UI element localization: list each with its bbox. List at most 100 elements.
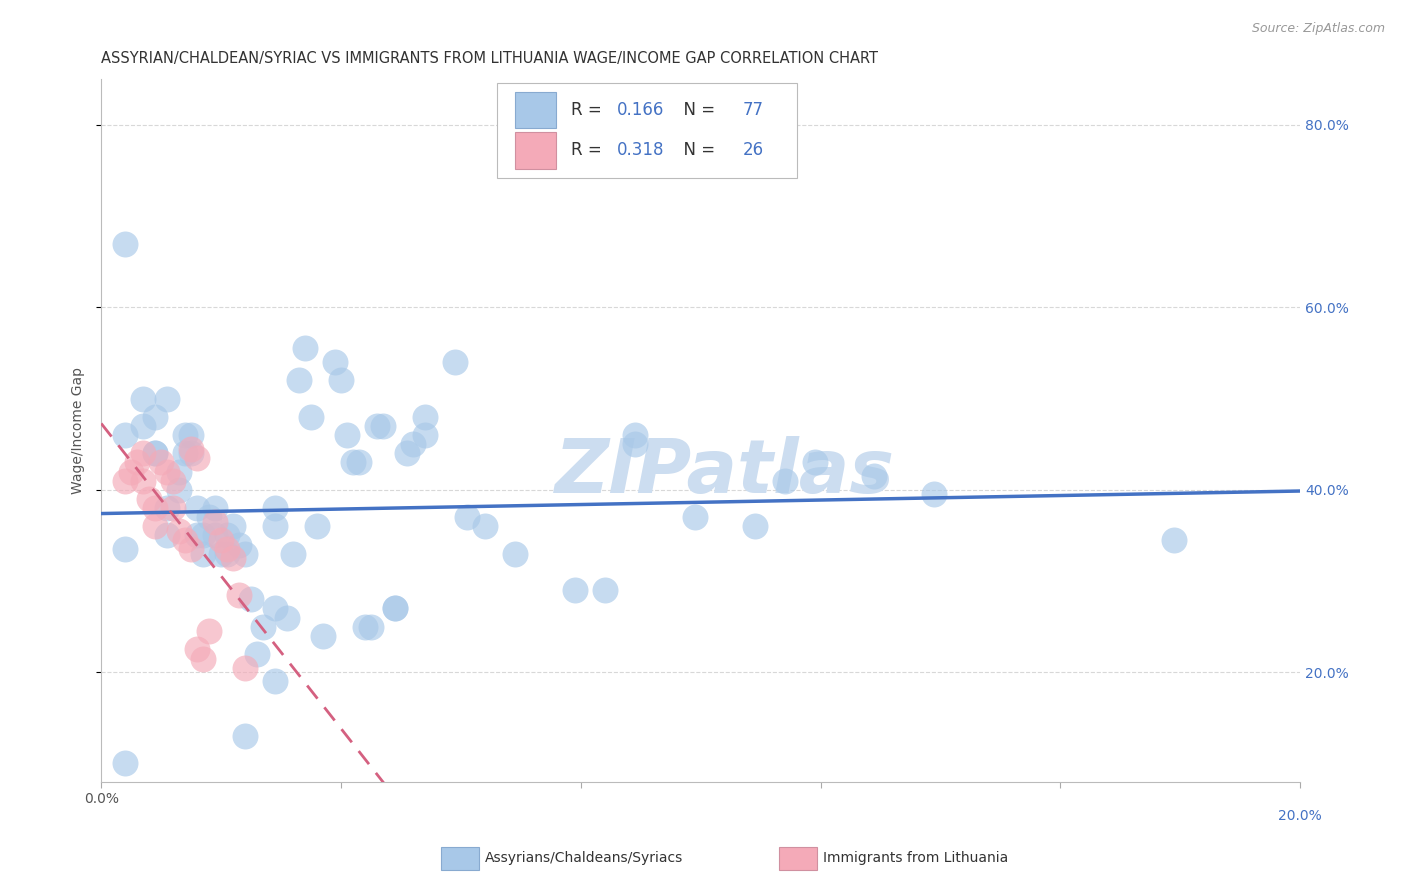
- Point: [384, 601, 406, 615]
- Point: [156, 465, 179, 479]
- Point: [132, 419, 155, 434]
- Point: [444, 355, 467, 369]
- Text: ASSYRIAN/CHALDEAN/SYRIAC VS IMMIGRANTS FROM LITHUANIA WAGE/INCOME GAP CORRELATIO: ASSYRIAN/CHALDEAN/SYRIAC VS IMMIGRANTS F…: [101, 51, 879, 66]
- Point: [209, 533, 232, 547]
- Point: [186, 450, 208, 465]
- Point: [174, 428, 197, 442]
- Point: [299, 409, 322, 424]
- FancyBboxPatch shape: [515, 132, 555, 169]
- Point: [209, 547, 232, 561]
- Point: [174, 533, 197, 547]
- Point: [143, 446, 166, 460]
- Point: [240, 592, 263, 607]
- Text: 0.166: 0.166: [617, 101, 664, 119]
- Point: [593, 583, 616, 598]
- Point: [114, 474, 136, 488]
- Point: [354, 620, 377, 634]
- Point: [264, 519, 287, 533]
- Text: R =: R =: [571, 142, 607, 160]
- Point: [395, 446, 418, 460]
- Point: [167, 483, 190, 497]
- Point: [288, 373, 311, 387]
- Point: [413, 428, 436, 442]
- Point: [180, 446, 202, 460]
- Point: [281, 547, 304, 561]
- Point: [217, 547, 239, 561]
- Point: [114, 428, 136, 442]
- Point: [143, 501, 166, 516]
- Point: [114, 236, 136, 251]
- FancyBboxPatch shape: [496, 83, 797, 178]
- Point: [246, 647, 269, 661]
- Point: [127, 455, 149, 469]
- Point: [233, 729, 256, 743]
- Text: 0.318: 0.318: [617, 142, 664, 160]
- Point: [143, 409, 166, 424]
- Y-axis label: Wage/Income Gap: Wage/Income Gap: [72, 367, 86, 494]
- Point: [863, 469, 886, 483]
- Point: [143, 519, 166, 533]
- Point: [127, 802, 149, 816]
- Point: [167, 465, 190, 479]
- Point: [120, 465, 142, 479]
- Point: [360, 620, 382, 634]
- Text: 26: 26: [742, 142, 763, 160]
- Point: [204, 528, 226, 542]
- Point: [198, 510, 221, 524]
- Point: [132, 446, 155, 460]
- Point: [198, 624, 221, 639]
- Point: [191, 651, 214, 665]
- Point: [217, 542, 239, 557]
- Point: [217, 528, 239, 542]
- Point: [744, 519, 766, 533]
- Point: [114, 756, 136, 771]
- Point: [138, 491, 160, 506]
- Point: [162, 474, 184, 488]
- Text: ZIPatlas: ZIPatlas: [554, 436, 894, 509]
- Point: [191, 528, 214, 542]
- FancyBboxPatch shape: [515, 92, 555, 128]
- Text: Source: ZipAtlas.com: Source: ZipAtlas.com: [1251, 22, 1385, 36]
- Point: [180, 428, 202, 442]
- Point: [264, 501, 287, 516]
- Text: 77: 77: [742, 101, 763, 119]
- Point: [156, 501, 179, 516]
- Text: 20.0%: 20.0%: [1278, 809, 1322, 823]
- Point: [294, 342, 316, 356]
- Text: Assyrians/Chaldeans/Syriacs: Assyrians/Chaldeans/Syriacs: [485, 851, 683, 865]
- Point: [204, 515, 226, 529]
- Point: [330, 373, 353, 387]
- Point: [222, 519, 245, 533]
- Point: [150, 455, 173, 469]
- Point: [143, 446, 166, 460]
- Text: N =: N =: [673, 101, 720, 119]
- Point: [114, 542, 136, 557]
- Point: [305, 519, 328, 533]
- Point: [347, 455, 370, 469]
- Point: [503, 547, 526, 561]
- Point: [233, 547, 256, 561]
- Point: [174, 446, 197, 460]
- Point: [162, 501, 184, 516]
- Point: [167, 524, 190, 538]
- Point: [623, 437, 645, 451]
- Point: [180, 542, 202, 557]
- Point: [204, 501, 226, 516]
- Point: [803, 455, 825, 469]
- Point: [186, 528, 208, 542]
- Text: N =: N =: [673, 142, 720, 160]
- Point: [413, 409, 436, 424]
- Point: [456, 510, 478, 524]
- Point: [323, 355, 346, 369]
- Point: [222, 551, 245, 566]
- Point: [924, 487, 946, 501]
- Point: [228, 588, 250, 602]
- Text: R =: R =: [571, 101, 607, 119]
- Point: [1163, 533, 1185, 547]
- Point: [233, 661, 256, 675]
- Point: [312, 629, 335, 643]
- Point: [366, 419, 388, 434]
- Point: [156, 392, 179, 406]
- Point: [156, 528, 179, 542]
- Text: Immigrants from Lithuania: Immigrants from Lithuania: [823, 851, 1008, 865]
